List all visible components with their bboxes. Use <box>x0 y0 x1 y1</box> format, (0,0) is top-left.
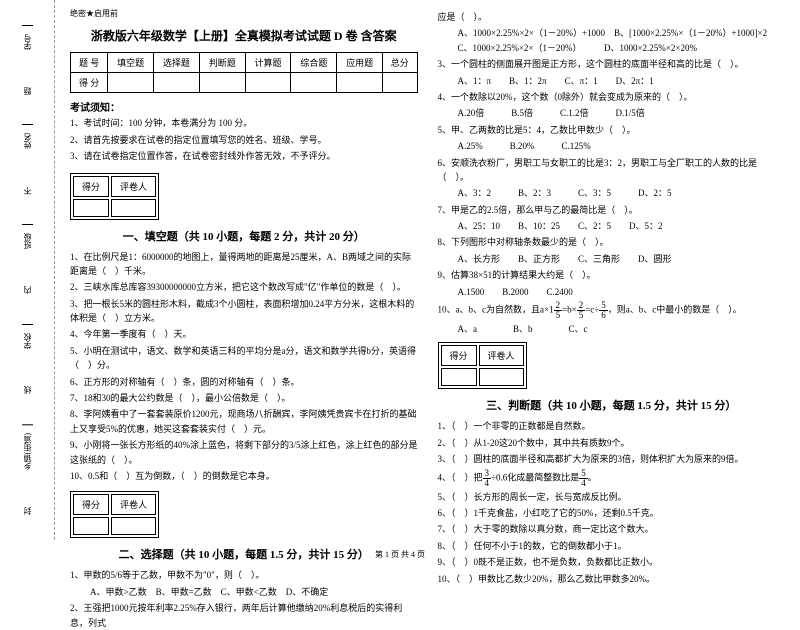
q: 5、甲、乙两数的比是5：4，乙数比甲数少（ ）。 <box>438 123 786 137</box>
fraction: 25 <box>554 301 563 320</box>
q: 5、（ ）长方形的周长一定，长与宽成反比例。 <box>438 490 786 504</box>
fraction: 25 <box>577 301 586 320</box>
q4-pre: 4、（ ）把 <box>438 472 483 482</box>
q4-mid: ÷0.6化成最简整数比是 <box>491 472 579 482</box>
notice-item: 3、请在试卷指定位置作答，在试卷密封线外作答无效，不予评分。 <box>70 150 418 164</box>
q: 10、（ ）甲数比乙数少20%，那么乙数比甲数多20%。 <box>438 572 786 586</box>
left-column: 绝密★启用前 浙教版六年级数学【上册】全真模拟考试试题 D 卷 含答案 题 号 … <box>70 8 418 532</box>
q4-end: 。 <box>588 472 597 482</box>
opts: A.1500 B.2000 C.2400 <box>438 285 786 299</box>
q: 1、甲数的5/6等于乙数，甲数不为"0"，则（ ）。 <box>70 568 418 582</box>
notice-item: 1、考试时间：100 分钟，本卷满分为 100 分。 <box>70 117 418 131</box>
binding-mark: 题 <box>22 87 33 95</box>
binding-field: 班级 <box>22 224 33 257</box>
q: 1、（ ）一个非零的正数都是自然数。 <box>438 419 786 433</box>
q: 2、（ ）从1-20这20个数中，其中共有质数9个。 <box>438 436 786 450</box>
notice-item: 2、请首先按要求在试卷的指定位置填写您的姓名、班级、学号。 <box>70 134 418 148</box>
q: 4、今年第一季度有（ ）天。 <box>70 327 418 341</box>
binding-mark: 封 <box>22 507 33 515</box>
binding-field: 姓名 <box>22 124 33 157</box>
q: 4、（ ）把34÷0.6化成最简整数比是54。 <box>438 469 786 488</box>
q: 8、下列图形中对称轴条数最少的是（ ）。 <box>438 235 786 249</box>
sb-c2: 评卷人 <box>111 176 156 197</box>
binding-mark: 不 <box>22 187 33 195</box>
q10-mid2: =c÷ <box>585 305 599 315</box>
opts: A、a B、b C、c <box>438 322 786 336</box>
q10-end: ，则a、b、c中最小的数是（ ）。 <box>608 305 742 315</box>
q: 9、估算38×51的计算结果大约是（ ）。 <box>438 268 786 282</box>
secret-label: 绝密★启用前 <box>70 8 418 19</box>
section3-title: 三、判断题（共 10 小题，每题 1.5 分，共计 15 分） <box>438 397 786 413</box>
opts: A、长方形 B、正方形 C、三角形 D、圆形 <box>438 252 786 266</box>
th: 选择题 <box>154 53 200 73</box>
th: 判断题 <box>199 53 245 73</box>
q10-mid: =b× <box>562 305 577 315</box>
binding-field: 乡镇(街道) <box>22 424 33 478</box>
th: 综合题 <box>291 53 337 73</box>
sb-c1: 得分 <box>73 176 109 197</box>
opts: A、25：10 B、10：25 C、2：5 D、5：2 <box>438 219 786 233</box>
row-label: 得 分 <box>71 73 108 93</box>
binding-field: 学号 <box>22 25 33 58</box>
q: 6、正方形的对称轴有（ ）条，圆的对称轴有（ ）条。 <box>70 375 418 389</box>
opts: A、1：π B、1：2π C、π：1 D、2π：1 <box>438 74 786 88</box>
page-footer: 第 1 页 共 4 页 <box>0 549 800 560</box>
q: 9、小刚将一张长方形纸的40%涂上蓝色，将剩下部分的3/5涂上红色，涂上红色的部… <box>70 438 418 467</box>
q: 10、0.5和（ ）互为倒数，（ ）的倒数是它本身。 <box>70 469 418 483</box>
fraction: 34 <box>483 469 492 488</box>
q: 6、（ ）1千克食盐，小红吃了它的50%，还剩0.5千克。 <box>438 506 786 520</box>
q: 3、把一根长5米的圆柱形木料，截成3个小圆柱，表面积增加0.24平方分米，这根木… <box>70 297 418 326</box>
right-column: 应是（ ）。 A、1000×2.25%×2×（1－20%）+1000 B、[10… <box>438 8 786 532</box>
fraction: 56 <box>599 301 608 320</box>
th: 计算题 <box>245 53 291 73</box>
sb-c2: 评卷人 <box>479 345 524 366</box>
binding-field: 学校 <box>22 324 33 357</box>
opts: C、1000×2.25%×2×（1－20%） D、1000×2.25%×2×20… <box>438 41 786 55</box>
exam-title: 浙教版六年级数学【上册】全真模拟考试试题 D 卷 含答案 <box>70 27 418 44</box>
score-table: 题 号 填空题 选择题 判断题 计算题 综合题 应用题 总分 得 分 <box>70 52 418 93</box>
q: 4、一个数除以20%，这个数（0除外）就会变成为原来的（ ）。 <box>438 90 786 104</box>
q: 3、（ ）圆柱的底面半径和高都扩大为原来的3倍，则体积扩大为原来的9倍。 <box>438 452 786 466</box>
th: 总分 <box>383 53 417 73</box>
opts: A.25% B.20% C.125% <box>438 139 786 153</box>
q: 应是（ ）。 <box>438 10 786 24</box>
sb-c1: 得分 <box>441 345 477 366</box>
fraction: 54 <box>579 469 588 488</box>
q: 3、一个圆柱的侧面展开图是正方形，这个圆柱的底面半径和高的比是（ ）。 <box>438 57 786 71</box>
q: 7、甲是乙的2.5倍，那么甲与乙的最简比是（ ）。 <box>438 203 786 217</box>
opts: A、1000×2.25%×2×（1－20%）+1000 B、[1000×2.25… <box>438 26 786 40</box>
score-box: 得分评卷人 <box>438 342 527 389</box>
opts: A、3：2 B、2：3 C、3：5 D、2：5 <box>438 186 786 200</box>
content-area: 绝密★启用前 浙教版六年级数学【上册】全真模拟考试试题 D 卷 含答案 题 号 … <box>55 0 800 540</box>
th: 题 号 <box>71 53 108 73</box>
score-box: 得分评卷人 <box>70 491 159 538</box>
score-box: 得分评卷人 <box>70 173 159 220</box>
th: 应用题 <box>337 53 383 73</box>
binding-mark: 线 <box>22 386 33 394</box>
binding-mark: 内 <box>22 286 33 294</box>
binding-margin: 学号 题 姓名 不 班级 内 学校 线 乡镇(街道) 封 <box>0 0 55 540</box>
q10-pre: 10、a、b、c为自然数，且a×1 <box>438 305 554 315</box>
sb-c2: 评卷人 <box>111 494 156 515</box>
q: 7、18和30的最大公约数是（ ），最小公倍数是（ ）。 <box>70 391 418 405</box>
opts: A、甲数>乙数 B、甲数=乙数 C、甲数<乙数 D、不确定 <box>70 585 418 599</box>
section1-title: 一、填空题（共 10 小题，每题 2 分，共计 20 分） <box>70 228 418 244</box>
q: 5、小明在测试中，语文、数学和英语三科的平均分是a分，语文和数学共得b分，英语得… <box>70 344 418 373</box>
sb-c1: 得分 <box>73 494 109 515</box>
q: 8、李阿姨看中了一套套装原价1200元，现商场八折酬宾，李阿姨凭贵宾卡在打折的基… <box>70 407 418 436</box>
q: 2、王强把1000元按年利率2.25%存入银行，两年后计算他缴纳20%利息税后的… <box>70 601 418 630</box>
q: 2、三峡水库总库容39300000000立方米，把它这个数改写成"亿"作单位的数… <box>70 280 418 294</box>
q: 6、安顺洗衣粉厂，男职工与女职工的比是3：2，男职工与全厂职工的人数的比是（ ）… <box>438 156 786 185</box>
th: 填空题 <box>108 53 154 73</box>
notice-title: 考试须知： <box>70 99 418 114</box>
q: 10、a、b、c为自然数，且a×125=b×25=c÷56，则a、b、c中最小的… <box>438 301 786 320</box>
opts: A.20倍 B.5倍 C.1.2倍 D.1/5倍 <box>438 106 786 120</box>
q: 7、（ ）大于零的数除以真分数，商一定比这个数大。 <box>438 522 786 536</box>
q: 1、在比例尺是1：6000000的地图上，量得两地的距离是25厘米，A、B两域之… <box>70 250 418 279</box>
